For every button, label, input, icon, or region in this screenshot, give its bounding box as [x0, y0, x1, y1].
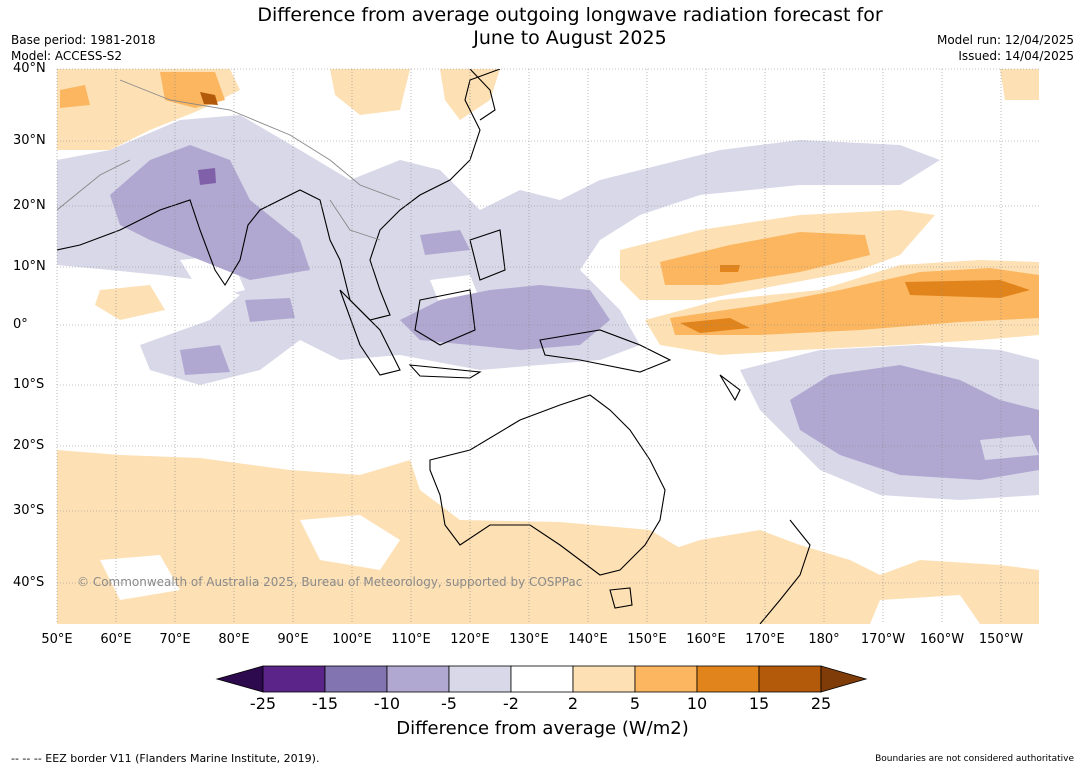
boundary-disclaimer: Boundaries are not considered authoritat…: [875, 754, 1074, 764]
longitude-label: 170°W: [860, 632, 906, 647]
latitude-label: 10°N: [13, 259, 46, 274]
title-line-1: Difference from average outgoing longwav…: [257, 4, 883, 26]
latitude-label: 20°N: [13, 198, 46, 213]
country-borders: [57, 79, 401, 241]
longitude-label: 50°E: [41, 632, 73, 647]
meta-left: Base period: 1981-2018 Model: ACCESS-S2: [11, 32, 156, 64]
colorbar-segment: [572, 665, 636, 693]
map-plot: [57, 69, 1039, 624]
colorbar-label: Difference from average (W/m2): [396, 718, 689, 739]
colorbar-segment: [758, 665, 822, 693]
map-title: Difference from average outgoing longwav…: [0, 4, 1085, 50]
coastlines: [57, 69, 811, 624]
model-name: Model: ACCESS-S2: [11, 49, 123, 63]
longitude-label: 160°E: [686, 632, 726, 647]
colorbar-tick-label: 5: [629, 694, 641, 713]
longitude-label: 100°E: [332, 632, 372, 647]
longitude-label: 60°E: [100, 632, 132, 647]
longitude-label: 110°E: [391, 632, 431, 647]
colorbar-tick-label: -2: [503, 694, 519, 713]
colorbar: [215, 665, 868, 693]
gridlines: [56, 68, 1039, 624]
colorbar-arrow-low: [215, 665, 264, 693]
eez-legend: -- -- -- EEZ border V11 (Flanders Marine…: [11, 752, 320, 765]
latitude-label: 10°S: [13, 377, 45, 392]
colorbar-segment: [448, 665, 512, 693]
longitude-label: 130°E: [509, 632, 549, 647]
longitude-label: 150°W: [978, 632, 1024, 647]
colorbar-tick-label: 2: [567, 694, 579, 713]
latitude-label: 40°N: [13, 61, 46, 76]
colorbar-tick-label: -10: [373, 694, 401, 713]
latitude-label: 40°S: [13, 575, 45, 590]
longitude-label: 140°E: [568, 632, 608, 647]
latitude-label: 30°S: [13, 503, 45, 518]
longitude-label: 120°E: [450, 632, 490, 647]
longitude-label: 70°E: [159, 632, 191, 647]
colorbar-segment: [386, 665, 450, 693]
latitude-label: 20°S: [13, 438, 45, 453]
longitude-label: 160°W: [919, 632, 965, 647]
colorbar-segment: [324, 665, 388, 693]
longitude-label: 180°: [808, 632, 840, 647]
issued-date: Issued: 14/04/2025: [958, 49, 1074, 63]
colorbar-segment: [696, 665, 760, 693]
colorbar-segment: [262, 665, 326, 693]
colorbar-tick-label: -15: [311, 694, 339, 713]
longitude-label: 150°E: [627, 632, 667, 647]
colorbar-tick-label: 15: [748, 694, 770, 713]
longitude-label: 90°E: [277, 632, 309, 647]
colorbar-tick-label: 10: [686, 694, 708, 713]
model-run: Model run: 12/04/2025: [936, 33, 1074, 47]
meta-right: Model run: 12/04/2025 Issued: 14/04/2025: [937, 32, 1074, 64]
colorbar-segment: [634, 665, 698, 693]
longitude-label: 170°E: [745, 632, 785, 647]
colorbar-tick-label: 25: [810, 694, 832, 713]
copyright-notice: © Commonwealth of Australia 2025, Bureau…: [77, 575, 583, 589]
longitude-label: 80°E: [218, 632, 250, 647]
colorbar-tick-label: -25: [249, 694, 277, 713]
latitude-label: 0°: [13, 317, 28, 332]
latitude-label: 30°N: [13, 133, 46, 148]
colorbar-arrow-high: [820, 665, 868, 693]
title-line-2: June to August 2025: [473, 27, 667, 49]
colorbar-segment: [510, 665, 574, 693]
anomaly-region-south: [57, 450, 760, 624]
base-period: Base period: 1981-2018: [11, 33, 156, 47]
colorbar-tick-label: -5: [441, 694, 457, 713]
